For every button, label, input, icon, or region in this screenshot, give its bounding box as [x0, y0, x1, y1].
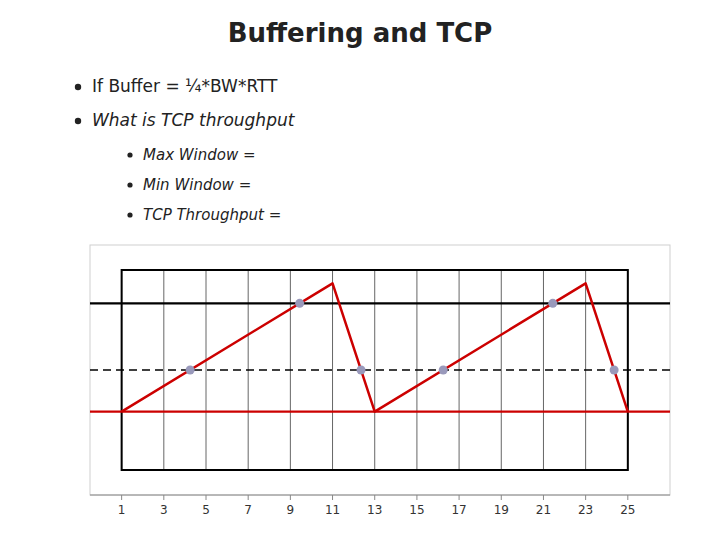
x-tick-label: 21: [536, 503, 551, 517]
reference-line: [90, 410, 670, 412]
plot-area: [90, 270, 670, 470]
x-tick-label: 17: [451, 503, 466, 517]
x-tick: [163, 495, 164, 500]
point: [186, 366, 195, 375]
bullet: If Buffer = ¼*BW*RTT: [92, 76, 278, 96]
grid-line: [206, 270, 207, 470]
point: [610, 366, 619, 375]
x-tick: [290, 495, 291, 500]
x-tick-label: 11: [325, 503, 340, 517]
reference-line: [90, 369, 670, 371]
x-tick: [501, 495, 502, 500]
sub-bullet-dot: [127, 182, 132, 187]
x-tick-label: 5: [202, 503, 210, 517]
sub-bullet: TCP Throughput =: [143, 206, 281, 224]
chart: Buffering and TCP If Buffer = ¼*BW*RTT Wha…: [0, 0, 720, 540]
x-tick-label: 25: [620, 503, 635, 517]
x-tick-label: 1: [118, 503, 126, 517]
x-tick-label: 7: [244, 503, 252, 517]
grid-line: [374, 270, 375, 470]
grid-line: [332, 270, 333, 470]
sub-bullet: Max Window =: [143, 146, 256, 164]
x-tick: [248, 495, 249, 500]
title: Buffering and TCP: [228, 18, 493, 48]
x-tick: [121, 495, 122, 500]
bullet-dot: [75, 118, 81, 124]
x-tick-label: 3: [160, 503, 168, 517]
sub-bullet-dot: [127, 212, 132, 217]
x-tick: [459, 495, 460, 500]
x-tick-label: 13: [367, 503, 382, 517]
bullet: What is TCP throughput: [92, 110, 296, 130]
x-tick-label: 23: [578, 503, 593, 517]
point: [295, 299, 304, 308]
point: [439, 366, 448, 375]
sub-bullet-dot: [127, 152, 132, 157]
x-tick: [585, 495, 586, 500]
point: [357, 366, 366, 375]
x-tick: [332, 495, 333, 500]
grid-line: [163, 270, 164, 470]
x-tick: [416, 495, 417, 500]
reference-line: [90, 302, 670, 304]
x-tick-label: 9: [287, 503, 295, 517]
line: [122, 283, 628, 411]
x-tick-label: 15: [409, 503, 424, 517]
plot-frame: [90, 245, 670, 495]
x-tick: [374, 495, 375, 500]
x-tick: [206, 495, 207, 500]
x-axis: [90, 495, 670, 496]
x-tick: [543, 495, 544, 500]
x-tick: [627, 495, 628, 500]
grid-line: [543, 270, 544, 470]
sub-bullet: Min Window =: [143, 176, 251, 194]
x-tick-label: 19: [494, 503, 509, 517]
point: [548, 299, 557, 308]
bullet-dot: [75, 84, 81, 90]
